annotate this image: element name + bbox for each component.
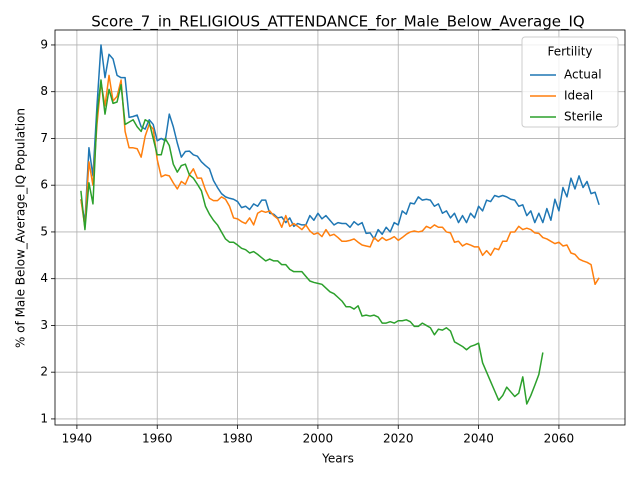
x-tick-label: 2000 bbox=[303, 432, 334, 446]
x-tick-label: 1940 bbox=[62, 432, 93, 446]
legend-label: Actual bbox=[564, 68, 602, 82]
y-tick-label: 1 bbox=[40, 411, 48, 425]
x-tick-label: 2060 bbox=[544, 432, 575, 446]
plot-frame bbox=[54, 29, 626, 426]
x-tick-label: 1960 bbox=[142, 432, 173, 446]
y-axis-label: % of Male Below_Average_IQ Population bbox=[14, 108, 28, 348]
x-tick-label: 2040 bbox=[463, 432, 494, 446]
y-tick-label: 3 bbox=[40, 318, 48, 332]
y-tick-label: 7 bbox=[40, 131, 48, 145]
y-tick-label: 4 bbox=[40, 271, 48, 285]
legend: Fertility Actual Ideal Sterile bbox=[521, 36, 619, 128]
y-tick-label: 9 bbox=[40, 37, 48, 51]
legend-box bbox=[521, 36, 619, 128]
y-tick-label: 8 bbox=[40, 84, 48, 98]
series-line bbox=[80, 79, 544, 405]
legend-label: Ideal bbox=[564, 89, 593, 103]
x-axis-label: Years bbox=[321, 452, 354, 466]
chart-title: Score_7_in_RELIGIOUS_ATTENDANCE_for_Male… bbox=[91, 13, 584, 32]
series-line bbox=[80, 44, 600, 240]
legend-title: Fertility bbox=[547, 45, 592, 59]
series-line bbox=[80, 74, 600, 286]
y-tick-label: 2 bbox=[40, 365, 48, 379]
legend-label: Sterile bbox=[564, 110, 603, 124]
y-tick-label: 6 bbox=[40, 178, 48, 192]
x-tick-label: 2020 bbox=[383, 432, 414, 446]
x-tick-label: 1980 bbox=[222, 432, 253, 446]
y-tick-label: 5 bbox=[40, 224, 48, 238]
